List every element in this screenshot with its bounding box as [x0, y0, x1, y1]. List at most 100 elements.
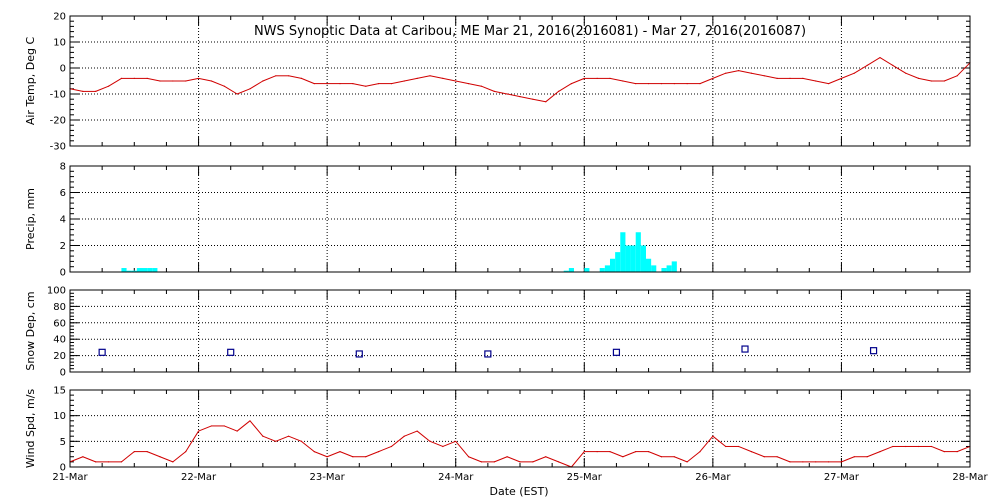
series-segment	[391, 80, 405, 85]
series-segment	[776, 456, 791, 463]
data-point	[480, 461, 483, 463]
panel-frame	[69, 289, 971, 373]
data-point	[609, 77, 611, 79]
data-point	[789, 77, 791, 79]
data-point	[275, 75, 277, 77]
data-point	[146, 77, 148, 79]
series-segment	[738, 446, 752, 453]
data-point	[390, 83, 393, 85]
series-segment	[185, 77, 199, 82]
y-tick-label: 20	[53, 12, 66, 23]
series-segment	[481, 85, 495, 92]
series-segment	[378, 446, 392, 453]
data-point	[930, 445, 933, 448]
series-segment	[854, 64, 868, 74]
y-axis-label: Wind Spd, m/s	[24, 389, 37, 469]
y-tick-label: -20	[50, 116, 66, 127]
data-point	[403, 435, 405, 437]
series-segment	[751, 451, 765, 458]
series-segment	[198, 425, 212, 432]
series-segment	[494, 90, 508, 95]
data-point	[223, 85, 225, 87]
series-segment	[301, 77, 315, 85]
y-tick-label: 40	[53, 335, 66, 346]
data-point	[442, 77, 444, 79]
data-point	[943, 451, 945, 453]
data-point	[197, 77, 200, 79]
precip-bar	[584, 268, 590, 272]
data-point	[416, 77, 418, 79]
x-tick-label: 25-Mar	[567, 472, 603, 483]
y-axis-label: Snow Dep, cm	[24, 291, 37, 370]
series-segment	[686, 451, 701, 463]
series-segment	[506, 456, 521, 463]
panel-frame	[69, 389, 971, 468]
series-segment	[571, 451, 585, 468]
data-point	[622, 80, 624, 82]
series-segment	[905, 72, 919, 79]
data-point	[892, 445, 894, 448]
data-point	[802, 461, 804, 463]
series-segment	[211, 80, 225, 87]
y-tick-label: 5	[60, 437, 66, 448]
data-point	[750, 72, 753, 74]
data-point	[545, 456, 547, 458]
series-segment	[236, 88, 251, 95]
data-point	[737, 445, 740, 448]
precip-bar	[568, 268, 574, 272]
series-segment	[892, 64, 906, 74]
data-point	[776, 456, 778, 458]
data-point	[339, 83, 341, 85]
y-tick-label: -10	[50, 90, 66, 101]
x-tick-label: 24-Mar	[438, 472, 474, 483]
series-segment	[249, 80, 264, 90]
data-point	[892, 64, 894, 66]
y-tick-label: 0	[60, 368, 66, 379]
x-tick-label: 21-Mar	[52, 472, 88, 483]
snow-depth-point	[227, 348, 235, 356]
data-point	[146, 451, 148, 453]
series-segment	[879, 446, 894, 453]
series-segment	[956, 446, 971, 453]
series-segment	[725, 70, 739, 74]
data-point	[853, 456, 855, 458]
precip-bar	[625, 245, 631, 272]
data-point	[236, 93, 238, 95]
data-point	[172, 461, 174, 463]
data-point	[596, 77, 598, 79]
data-point	[545, 101, 547, 103]
y-axis-label: Air Temp, Deg C	[24, 37, 37, 126]
series-segment	[609, 77, 623, 82]
data-point	[249, 420, 251, 422]
series-segment	[82, 456, 96, 463]
data-point	[699, 83, 701, 85]
data-point	[339, 451, 341, 453]
precip-bar	[646, 258, 652, 272]
data-point	[493, 90, 495, 92]
data-point	[917, 445, 920, 448]
series-segment	[262, 435, 276, 442]
precip-bar	[671, 261, 677, 272]
series-segment	[751, 72, 765, 77]
data-point	[532, 98, 534, 100]
data-point	[943, 80, 945, 82]
data-point	[725, 445, 727, 448]
series-segment	[532, 98, 546, 103]
precip-bar	[610, 258, 616, 272]
data-point	[635, 83, 637, 85]
data-point	[905, 72, 907, 74]
data-point	[377, 451, 380, 453]
series-segment	[429, 75, 443, 79]
data-point	[519, 96, 521, 98]
precip-bar	[599, 268, 605, 272]
data-point	[635, 451, 637, 453]
series-segment	[121, 451, 135, 463]
data-point	[763, 456, 765, 458]
series-segment	[224, 425, 238, 432]
series-segment	[391, 435, 405, 447]
series-segment	[442, 77, 456, 82]
data-point	[596, 451, 598, 453]
series-segment	[185, 430, 199, 452]
data-point	[686, 83, 688, 85]
